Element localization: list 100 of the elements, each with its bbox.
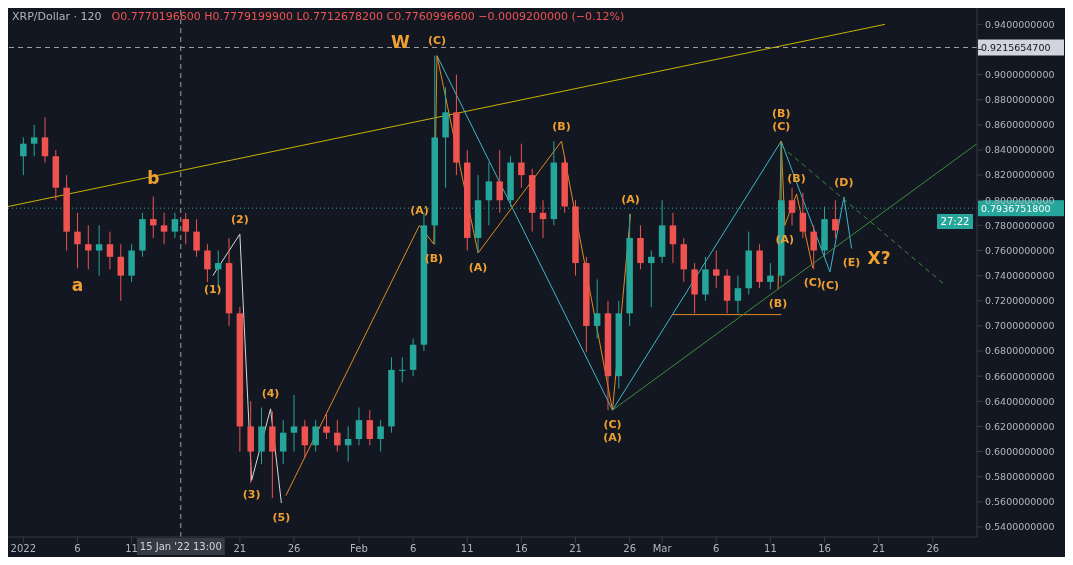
annotation: (A) — [603, 430, 622, 444]
y-tick-label: 0.5600000000 — [985, 496, 1055, 508]
y-tick-label: 0.7800000000 — [985, 219, 1055, 231]
candlestick — [713, 250, 720, 289]
annotation: (5) — [272, 510, 291, 524]
candlestick — [734, 275, 742, 314]
candlestick — [799, 192, 807, 239]
y-tick-label: 0.6400000000 — [985, 395, 1055, 407]
y-tick-label: 0.6800000000 — [985, 345, 1055, 357]
candlestick — [593, 278, 601, 339]
candlestick — [74, 212, 81, 269]
chart-subtitle: O0.7770196600 H0.7779199900 L0.7712678200 C0.7760996600 −0.0009200000 (−0.12%) — [111, 10, 625, 23]
y-tick-label: 0.9400000000 — [985, 18, 1055, 30]
annotation: (C) — [820, 279, 840, 293]
candlestick — [334, 419, 341, 453]
annotation: (B) — [552, 119, 571, 133]
candlestick — [193, 218, 200, 258]
x-tick-label: Mar — [652, 543, 673, 555]
annotation: (2) — [231, 212, 249, 226]
annotation: (C) — [772, 119, 791, 133]
chart-title: XRP/Dollar · 120 — [12, 10, 102, 23]
x-tick-label: 2022 — [10, 543, 37, 555]
annotation: X? — [867, 247, 891, 268]
annotation: (B) — [771, 106, 791, 120]
annotation: (B) — [787, 172, 806, 186]
candlestick — [20, 136, 27, 176]
annotation: W — [391, 32, 411, 53]
x-tick-label: 6 — [409, 543, 417, 555]
annotation: (C) — [603, 417, 622, 431]
x-tick-label: 11 — [460, 543, 474, 555]
x-tick-label: 16 — [515, 543, 528, 555]
y-tick-label: 0.7200000000 — [985, 295, 1055, 307]
candlestick — [85, 224, 92, 270]
candlestick — [106, 231, 114, 270]
x-tick-label: 21 — [872, 543, 886, 555]
candlestick — [150, 195, 157, 239]
candlestick — [312, 419, 319, 453]
ref-line-label: 0.7936751800 — [981, 203, 1051, 215]
x-tick-label: 26 — [926, 543, 940, 555]
candlestick — [669, 212, 677, 264]
candlestick — [279, 419, 287, 465]
candlestick — [117, 243, 125, 302]
y-tick-label: 0.7400000000 — [985, 270, 1055, 282]
annotation: (A) — [410, 203, 429, 217]
candlestick — [832, 199, 839, 239]
annotation: (3) — [242, 487, 261, 501]
candlestick — [496, 149, 503, 214]
annotation: 27:22 — [937, 214, 973, 230]
y-tick-label: 0.6200000000 — [985, 420, 1055, 432]
candlestick — [366, 409, 374, 446]
candlestick — [41, 116, 49, 164]
candlestick — [485, 162, 493, 226]
x-tick-label: 11 — [764, 543, 777, 555]
annotation: (C) — [427, 34, 447, 48]
ref-line-label: 0.9215654700 — [981, 42, 1051, 54]
x-tick-label: 26 — [287, 543, 301, 555]
x-tick-label: 26 — [623, 543, 637, 555]
x-tick-label: 21 — [233, 543, 247, 555]
x-tick-label: 21 — [569, 543, 582, 555]
candlestick — [810, 224, 817, 270]
candlestick — [788, 187, 796, 226]
candlestick — [171, 212, 179, 239]
y-tick-label: 0.8400000000 — [985, 144, 1055, 156]
candlestick — [323, 413, 330, 440]
candlestick — [518, 143, 525, 189]
annotation: (4) — [261, 387, 280, 401]
y-tick-label: 0.9000000000 — [985, 68, 1055, 80]
candlestick — [301, 419, 309, 459]
candlestick — [182, 212, 189, 245]
y-tick-label: 0.5800000000 — [985, 471, 1055, 483]
candlestick — [767, 262, 774, 290]
candlestick — [290, 394, 298, 453]
x-tick-label: 11 — [125, 543, 138, 555]
x-tick-label: 16 — [818, 543, 831, 555]
y-tick-label: 0.6600000000 — [985, 370, 1055, 382]
candlestick — [30, 124, 38, 157]
annotation: (A) — [621, 192, 640, 206]
y-tick-label: 0.7000000000 — [985, 320, 1055, 332]
annotation: (D) — [834, 175, 854, 189]
y-tick-label: 0.8600000000 — [985, 119, 1055, 131]
annotation: (E) — [842, 256, 861, 269]
annotation: (1) — [203, 283, 222, 297]
x-tick-label: 6 — [713, 543, 720, 555]
ref-line-label: 15 Jan '22 13:00 — [139, 541, 222, 552]
annotation: a — [71, 274, 84, 295]
candlestick — [648, 250, 655, 308]
candlestick — [377, 419, 384, 453]
candlestick — [399, 356, 406, 383]
annotation: (C) — [803, 275, 822, 289]
candlestick — [160, 212, 168, 245]
annotation: (B) — [768, 296, 788, 310]
x-tick-label: 6 — [74, 543, 81, 555]
candlestick — [204, 243, 211, 283]
candlestick — [95, 224, 103, 277]
y-tick-label: 0.6000000000 — [985, 445, 1055, 457]
y-tick-label: 0.8800000000 — [985, 94, 1055, 106]
y-tick-label: 0.7600000000 — [985, 244, 1055, 256]
y-tick-label: 0.5400000000 — [985, 521, 1055, 533]
candlestick — [355, 407, 363, 446]
annotation: (A) — [468, 260, 488, 274]
